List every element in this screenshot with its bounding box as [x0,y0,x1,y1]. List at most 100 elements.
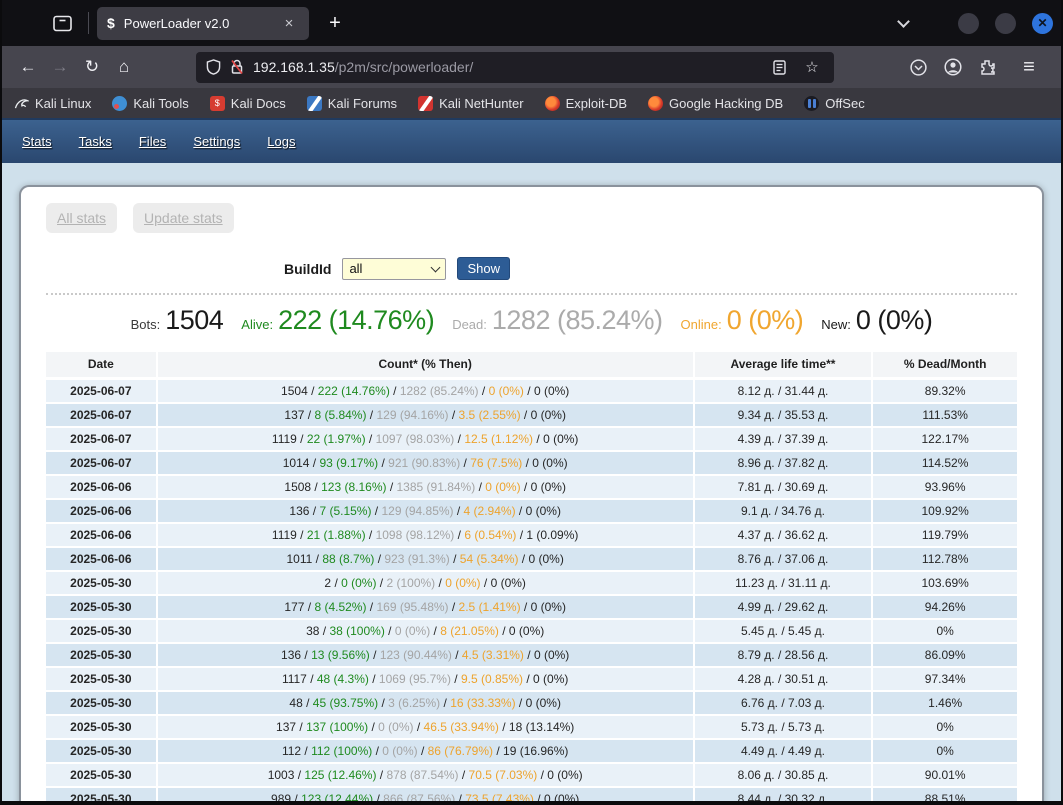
active-tab[interactable]: $ PowerLoader v2.0 × [97,6,309,40]
cell-life-time: 4.37 д. / 36.62 д. [693,523,874,548]
cell-life-time: 8.12 д. / 31.44 д. [693,378,874,404]
summary-dead: Dead: 1282 (85.24%) [452,305,663,335]
table-row: 2025-05-30 177 / 8 (4.52%) / 169 (95.48%)… [46,595,1017,620]
pocket-icon[interactable] [910,58,927,76]
bookmarks-bar: Kali Linux Kali Tools $ Kali Docs Kali F… [0,88,1063,118]
window-maximize-button[interactable] [995,12,1016,34]
bookmark-exploit-db[interactable]: Exploit-DB [544,95,627,111]
cell-life-time: 5.45 д. / 5.45 д. [693,619,874,644]
page-background: All stats Update stats BuildId all Show … [0,163,1063,805]
google-hacking-db-icon [648,95,664,111]
cell-date: 2025-06-06 [46,475,158,500]
cell-life-time: 8.76 д. / 37.06 д. [693,547,874,572]
show-button[interactable]: Show [457,257,510,280]
update-stats-button[interactable]: Update stats [133,203,234,233]
url-text[interactable]: 192.168.1.35/p2m/src/powerloader/ [253,59,758,75]
bookmark-kali-linux[interactable]: Kali Linux [14,96,91,111]
cell-count: 112 / 112 (100%) / 0 (0%) / 86 (76.79%) … [156,739,695,764]
table-row: 2025-06-06 136 / 7 (5.15%) / 129 (94.85%)… [46,499,1017,524]
bookmark-kali-docs[interactable]: $ Kali Docs [209,95,286,111]
tab-favicon-icon: $ [107,15,115,31]
close-tab-icon[interactable]: × [284,14,294,32]
header-date: Date [46,352,158,380]
cell-dead-month: 111.53% [872,403,1017,428]
cell-count: 2 / 0 (0%) / 2 (100%) / 0 (0%) / 0 (0%) [156,571,695,596]
cell-dead-month: 0% [872,715,1017,740]
cell-date: 2025-05-30 [46,691,158,716]
cell-dead-month: 97.34% [872,667,1017,692]
account-icon[interactable] [944,58,962,76]
nav-item-stats[interactable]: Stats [22,134,52,149]
url-path: /p2m/src/powerloader/ [334,59,474,75]
cell-dead-month: 0% [872,739,1017,764]
cell-dead-month: 112.78% [872,547,1017,572]
cell-count: 1119 / 22 (1.97%) / 1097 (98.03%) / 12.5… [156,427,695,452]
bookmark-kali-tools[interactable]: Kali Tools [112,95,189,111]
window-close-button[interactable]: ✕ [1032,12,1053,34]
cell-date: 2025-05-30 [46,739,158,764]
cell-life-time: 9.1 д. / 34.76 д. [693,499,874,524]
forward-icon[interactable]: → [51,57,69,76]
nav-item-settings[interactable]: Settings [193,134,241,149]
cell-dead-month: 109.92% [872,499,1017,524]
cell-dead-month: 93.96% [872,475,1017,500]
extensions-icon[interactable] [979,59,996,76]
cell-count: 38 / 38 (100%) / 0 (0%) / 8 (21.05%) / 0… [156,619,695,644]
cell-count: 177 / 8 (4.52%) / 169 (95.48%) / 2.5 (1.… [156,595,695,620]
cell-date: 2025-06-06 [46,523,158,548]
cell-date: 2025-05-30 [46,595,158,620]
cell-count: 48 / 45 (93.75%) / 3 (6.25%) / 16 (33.33… [156,691,695,716]
bookmark-offsec[interactable]: OffSec [804,95,865,111]
window-minimize-button[interactable] [958,12,979,34]
shield-icon[interactable] [206,59,221,75]
cell-life-time: 4.39 д. / 37.39 д. [693,427,874,452]
new-tab-button[interactable]: + [329,11,341,34]
table-row: 2025-06-07 137 / 8 (5.84%) / 129 (94.16%)… [46,403,1017,428]
cell-life-time: 6.76 д. / 7.03 д. [693,691,874,716]
bookmark-kali-forums[interactable]: Kali Forums [306,95,397,111]
nav-item-files[interactable]: Files [138,134,167,149]
cell-life-time: 4.28 д. / 30.51 д. [693,667,874,692]
nav-item-logs[interactable]: Logs [267,134,296,149]
home-icon[interactable]: ⌂ [118,57,130,76]
reload-icon[interactable]: ↻ [84,57,100,76]
list-tabs-chevron-icon[interactable] [897,14,910,28]
cell-date: 2025-05-30 [46,619,158,644]
kali-docs-icon: $ [209,95,225,111]
lock-slash-icon[interactable] [230,59,244,75]
bookmark-kali-nethunter[interactable]: Kali NetHunter [418,95,524,111]
tab-divider [88,12,89,34]
cell-count: 136 / 13 (9.56%) / 123 (90.44%) / 4.5 (3… [156,643,695,668]
cell-date: 2025-06-07 [46,427,158,452]
all-stats-button[interactable]: All stats [46,203,118,233]
table-row: 2025-05-30 137 / 137 (100%) / 0 (0%) / 46… [46,715,1017,740]
buildid-select[interactable]: all [342,257,447,280]
menu-icon[interactable]: ≡ [1023,55,1035,78]
summary-new: New: 0 (0%) [821,305,933,335]
cell-count: 1508 / 123 (8.16%) / 1385 (91.84%) / 0 (… [156,475,695,500]
cell-life-time: 8.06 д. / 30.85 д. [693,763,874,788]
table-row: 2025-05-30 136 / 13 (9.56%) / 123 (90.44%… [46,643,1017,668]
table-row: 2025-06-06 1508 / 123 (8.16%) / 1385 (91.… [46,475,1017,500]
table-row: 2025-06-07 1119 / 22 (1.97%) / 1097 (98.0… [46,427,1017,452]
reader-mode-icon[interactable] [767,59,791,75]
table-row: 2025-05-30 989 / 123 (12.44%) / 866 (87.5… [46,787,1017,805]
cell-dead-month: 119.79% [872,523,1017,548]
firefox-view-icon[interactable] [44,7,80,39]
nav-item-tasks[interactable]: Tasks [78,134,112,149]
cell-life-time: 11.23 д. / 31.11 д. [693,571,874,596]
table-row: 2025-06-07 1014 / 93 (9.17%) / 921 (90.83… [46,451,1017,476]
cell-count: 1003 / 125 (12.46%) / 878 (87.54%) / 70.… [156,763,695,788]
cell-dead-month: 1.46% [872,691,1017,716]
summary-bots: Bots: 1504 [130,305,224,335]
back-icon[interactable]: ← [19,57,37,76]
cell-date: 2025-06-07 [46,378,158,404]
stats-actions: All stats Update stats [46,203,1017,233]
url-bar[interactable]: 192.168.1.35/p2m/src/powerloader/ ☆ [196,51,834,83]
kali-tools-icon [112,95,128,111]
cell-date: 2025-06-06 [46,547,158,572]
exploit-db-icon [544,95,560,111]
summary-online: Online: 0 (0%) [680,305,804,335]
bookmark-google-hacking-db[interactable]: Google Hacking DB [648,95,783,111]
bookmark-star-icon[interactable]: ☆ [805,59,819,76]
